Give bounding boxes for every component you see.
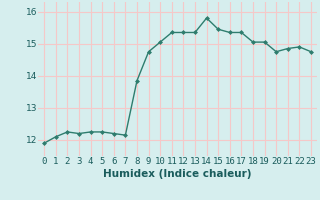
X-axis label: Humidex (Indice chaleur): Humidex (Indice chaleur) bbox=[103, 169, 252, 179]
